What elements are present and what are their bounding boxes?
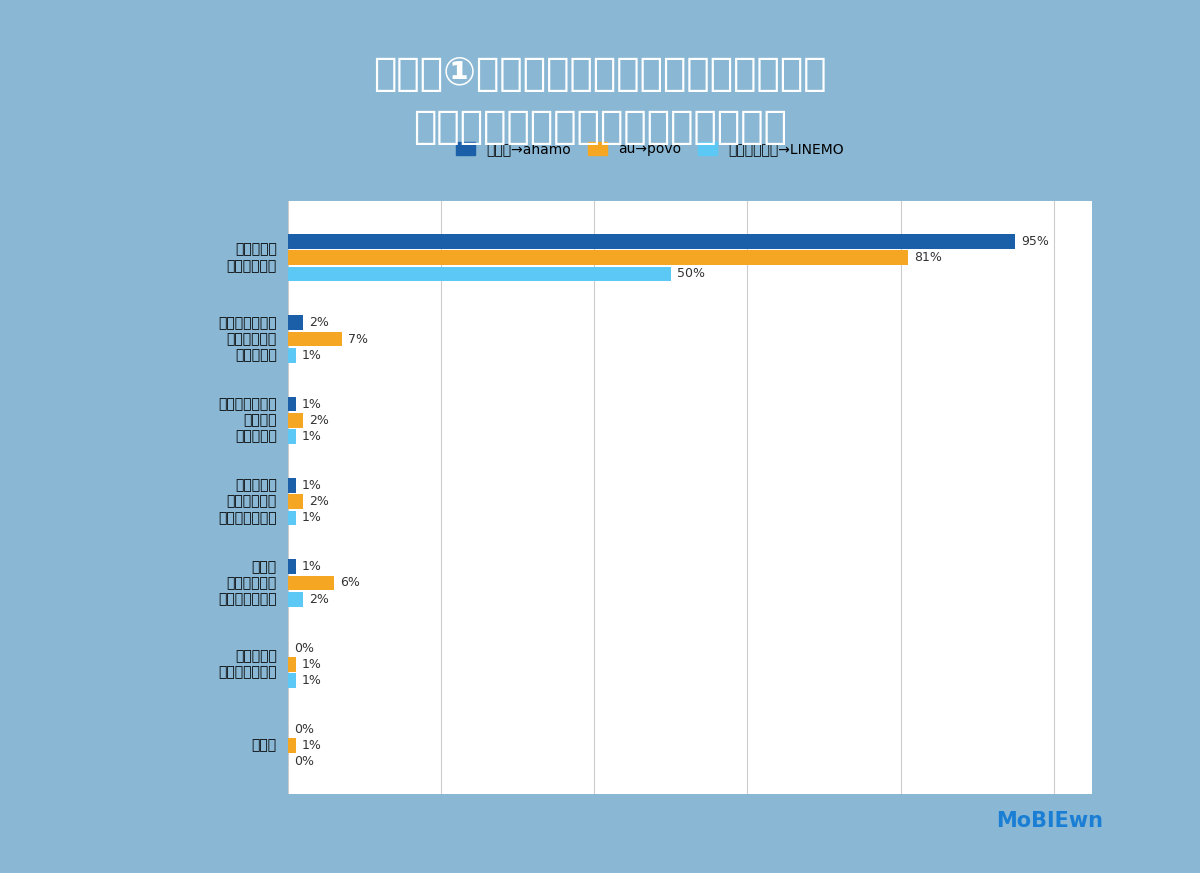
Text: 理由やきっかけを選択してください: 理由やきっかけを選択してください (413, 107, 787, 146)
Text: MoBIEwn: MoBIEwn (996, 811, 1104, 830)
Bar (288, 396, 295, 411)
Bar (288, 657, 295, 671)
Text: 1%: 1% (301, 349, 322, 361)
Text: 1%: 1% (301, 512, 322, 525)
Text: 1%: 1% (301, 430, 322, 443)
Bar (288, 575, 334, 590)
Bar (288, 332, 342, 347)
Bar (288, 511, 295, 526)
Text: 1%: 1% (301, 560, 322, 574)
Text: 0%: 0% (294, 642, 314, 655)
Text: 50%: 50% (677, 267, 704, 280)
Bar (288, 266, 671, 281)
Bar (288, 234, 1015, 249)
Text: 2%: 2% (310, 414, 329, 427)
Text: 81%: 81% (914, 251, 942, 265)
Text: 2%: 2% (310, 495, 329, 508)
Text: 95%: 95% (1021, 235, 1050, 248)
Bar (288, 413, 304, 428)
Text: 1%: 1% (301, 674, 322, 687)
Text: 1%: 1% (301, 658, 322, 670)
Text: 1%: 1% (301, 739, 322, 753)
Text: 2%: 2% (310, 316, 329, 329)
Bar (288, 315, 304, 330)
Text: 【質問①】なぜ乗り換えようと思ったか、: 【質問①】なぜ乗り換えようと思ったか、 (373, 55, 827, 93)
Text: 7%: 7% (348, 333, 367, 346)
Text: 0%: 0% (294, 723, 314, 736)
Bar (288, 494, 304, 509)
Text: 1%: 1% (301, 397, 322, 410)
Bar (288, 251, 908, 265)
Bar (288, 673, 295, 688)
Text: 1%: 1% (301, 479, 322, 491)
Bar (288, 739, 295, 753)
Bar (288, 348, 295, 362)
Text: 0%: 0% (294, 755, 314, 768)
Bar (288, 560, 295, 574)
Bar (288, 478, 295, 492)
Text: 6%: 6% (340, 576, 360, 589)
Text: 2%: 2% (310, 593, 329, 606)
Legend: ドコモ→ahamo, au→povo, ソフトバンク→LINEMO: ドコモ→ahamo, au→povo, ソフトバンク→LINEMO (450, 136, 850, 162)
Bar (288, 430, 295, 444)
Bar (288, 592, 304, 607)
